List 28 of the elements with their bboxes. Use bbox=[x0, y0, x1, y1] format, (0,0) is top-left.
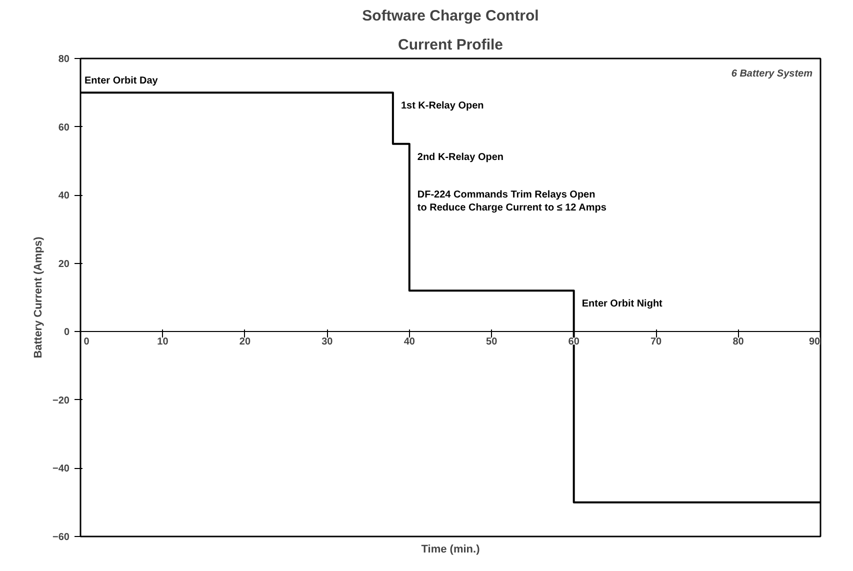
x-tick-label: 90 bbox=[808, 336, 820, 348]
x-tick-label: 50 bbox=[486, 336, 498, 348]
y-tick-label: −40 bbox=[52, 464, 70, 475]
y-tick-label: 20 bbox=[58, 258, 70, 270]
y-tick-label: 0 bbox=[64, 327, 70, 338]
y-tick-label: −60 bbox=[52, 532, 70, 543]
annotation: Enter Orbit Night bbox=[582, 298, 664, 310]
y-tick-label: 80 bbox=[58, 54, 70, 65]
x-tick-label: 80 bbox=[732, 336, 744, 348]
annotation: 2nd K-Relay Open bbox=[417, 152, 504, 163]
y-tick-label: 60 bbox=[58, 122, 70, 134]
x-tick-label: 60 bbox=[568, 336, 580, 348]
x-tick-label: 40 bbox=[404, 336, 416, 348]
y-axis-title: Battery Current (Amps) bbox=[32, 236, 45, 358]
x-tick-label: 20 bbox=[239, 336, 251, 348]
x-tick-label: 10 bbox=[157, 336, 169, 348]
x-tick-label: 70 bbox=[650, 336, 662, 348]
chart-subtitle: Current Profile bbox=[398, 36, 504, 54]
x-tick-label: 30 bbox=[322, 336, 334, 348]
annotation: Enter Orbit Day bbox=[84, 76, 158, 87]
annotation: 6 Battery System bbox=[731, 68, 813, 80]
y-tick-label: 40 bbox=[58, 190, 70, 202]
annotation: DF-224 Commands Trim Relays Open to Reduce Charge Current to ≤ 12 Amps bbox=[417, 189, 607, 214]
y-tick-label: −20 bbox=[52, 395, 70, 406]
x-tick-label: 0 bbox=[84, 336, 90, 348]
x-axis-title: Time (min.) bbox=[421, 544, 480, 556]
annotation: 1st K-Relay Open bbox=[400, 100, 484, 112]
chart-title: Software Charge Control bbox=[362, 8, 539, 24]
